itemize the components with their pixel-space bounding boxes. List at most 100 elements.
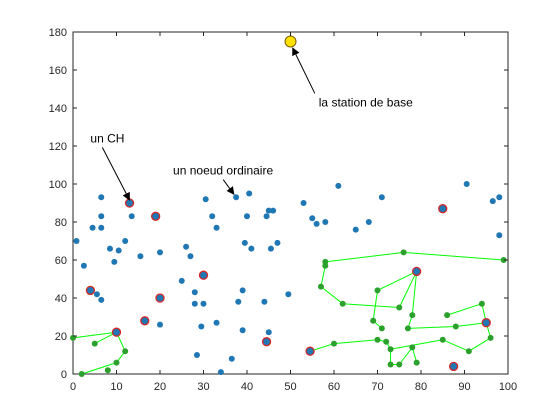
y-tick-label: 80 — [55, 217, 67, 229]
x-tick-label: 0 — [70, 381, 76, 393]
x-tick-label: 90 — [458, 381, 470, 393]
cluster-node-point — [400, 249, 407, 256]
ordinary-node-point — [496, 232, 503, 239]
cluster-head-point — [85, 285, 96, 296]
cluster-link — [81, 362, 117, 375]
ordinary-node-point — [213, 319, 220, 326]
ordinary-node-point — [265, 207, 272, 214]
cluster-head-point — [305, 346, 315, 356]
x-tick-label: 80 — [415, 381, 427, 393]
y-tick-label: 100 — [49, 179, 67, 191]
ordinary-node-point — [228, 355, 235, 362]
ordinary-node-point — [313, 220, 320, 227]
cluster-node-point — [322, 258, 329, 265]
ordinary-node-point — [463, 181, 470, 187]
cluster-link — [390, 339, 443, 350]
cluster-node-point — [317, 283, 324, 290]
ordinary-node-point — [217, 369, 224, 376]
y-tick-label: 60 — [55, 255, 67, 267]
cluster-head-point — [481, 318, 491, 328]
cluster-head-point — [155, 293, 165, 303]
ordinary-node-point — [489, 198, 496, 205]
y-tick-label: 0 — [61, 369, 67, 381]
ordinary-node-point — [106, 245, 113, 252]
cluster-link — [455, 322, 487, 327]
x-tick-label: 40 — [241, 381, 253, 393]
ordinary-node-point — [128, 213, 135, 220]
ordinary-node-point — [233, 194, 240, 201]
annotation-label: un CH — [90, 131, 124, 145]
cluster-node-point — [383, 338, 390, 345]
cluster-node-point — [452, 323, 459, 330]
axes-frame — [72, 31, 509, 375]
cluster-link — [372, 290, 378, 321]
ordinary-node-point — [98, 224, 105, 231]
ordinary-node-point — [335, 182, 342, 189]
ordinary-node-point — [157, 249, 163, 256]
cluster-link — [403, 251, 504, 261]
ordinary-node-point — [261, 298, 268, 305]
ordinary-node-point — [241, 239, 248, 246]
cluster-node-point — [78, 371, 85, 377]
ordinary-node-point — [193, 352, 200, 358]
ordinary-node-point — [322, 219, 329, 225]
cluster-link — [72, 331, 117, 339]
cluster-node-point — [387, 346, 394, 353]
annotations: un CH un noeud ordinaire la station de bas… — [90, 47, 413, 201]
plot-area — [72, 31, 509, 375]
ordinary-node-point — [89, 224, 96, 231]
ordinary-node-point — [352, 226, 359, 233]
ordinary-node-point — [209, 213, 216, 220]
ordinary-node-point — [239, 327, 246, 334]
ordinary-node-point — [246, 190, 253, 197]
cluster-node-point — [374, 287, 381, 294]
ordinary-node-point — [309, 215, 316, 222]
cluster-node-point — [396, 361, 403, 368]
cluster-node-point — [378, 325, 385, 332]
y-tick-label: 160 — [49, 65, 67, 77]
ordinary-node-point — [265, 329, 272, 336]
cluster-link — [320, 265, 326, 287]
annotation-arrow — [292, 47, 316, 94]
cluster-head-point — [140, 316, 150, 326]
cluster-link — [377, 270, 417, 291]
x-tick-label: 20 — [154, 381, 166, 393]
cluster-node-point — [91, 340, 98, 347]
cluster-head-point — [124, 198, 135, 208]
cluster-head-point — [198, 270, 209, 280]
cluster-node-point — [409, 344, 416, 351]
cluster-head-point — [150, 211, 161, 221]
ordinary-node-point — [187, 253, 194, 260]
base-station-point — [284, 35, 297, 48]
ordinary-node-point — [263, 213, 270, 220]
ordinary-node-point — [93, 291, 100, 298]
cluster-link — [398, 347, 413, 365]
cluster-node-point — [478, 300, 485, 307]
cluster-node-point — [331, 340, 337, 347]
ordinary-node-point — [98, 296, 105, 303]
ordinary-node-point — [115, 247, 122, 254]
ordinary-node-point — [365, 219, 372, 225]
x-tick-label: 100 — [499, 381, 517, 393]
y-tick-label: 180 — [49, 27, 67, 39]
y-tick-label: 40 — [55, 293, 67, 305]
y-tick-label: 140 — [49, 103, 67, 115]
cluster-link — [468, 337, 491, 352]
cluster-node-point — [104, 367, 111, 374]
cluster-node-point — [122, 348, 129, 355]
cluster-link — [398, 271, 418, 308]
ordinary-node-point — [200, 300, 207, 307]
cluster-node-point — [500, 257, 507, 263]
ordinary-node-point — [235, 298, 242, 305]
cluster-link — [442, 339, 470, 352]
ordinary-node-point — [98, 194, 105, 201]
ordinary-node-point — [157, 321, 163, 328]
ordinary-node-point — [213, 224, 220, 231]
cluster-head-point — [438, 204, 448, 214]
cluster-head-point — [448, 361, 459, 372]
data-points — [70, 35, 507, 377]
ordinary-node-point — [137, 253, 144, 260]
cluster-node-point — [370, 317, 377, 324]
cluster-link — [411, 271, 418, 316]
ordinary-node-point — [270, 207, 277, 214]
